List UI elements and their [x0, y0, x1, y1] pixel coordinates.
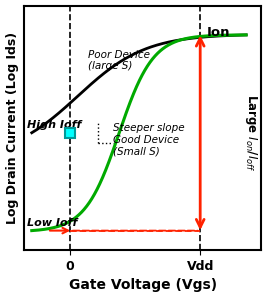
Text: Poor Device
(large S): Poor Device (large S)	[88, 49, 150, 71]
Text: Large $I_{on}$/$I_{off}$: Large $I_{on}$/$I_{off}$	[243, 94, 259, 171]
Text: Low Ioff: Low Ioff	[27, 218, 77, 228]
Text: Ion: Ion	[206, 26, 230, 39]
Text: High Ioff: High Ioff	[27, 120, 81, 130]
Text: Steeper slope
Good Device
(Small S): Steeper slope Good Device (Small S)	[113, 123, 184, 156]
X-axis label: Gate Voltage (Vgs): Gate Voltage (Vgs)	[69, 278, 217, 292]
Y-axis label: Log Drain Current (Log Ids): Log Drain Current (Log Ids)	[6, 32, 18, 224]
